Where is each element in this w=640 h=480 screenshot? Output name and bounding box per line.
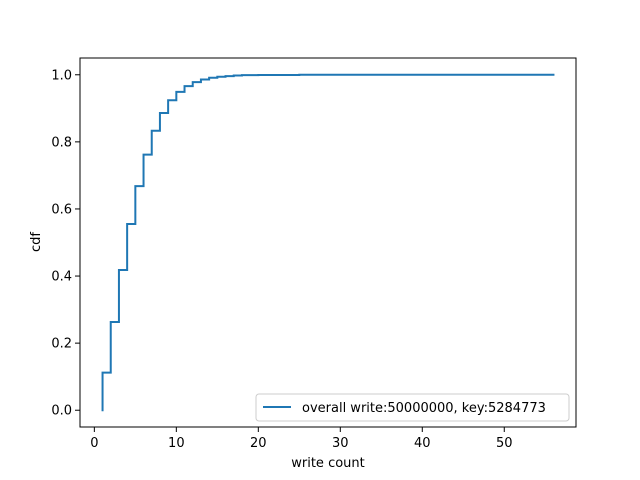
x-tick-label: 50 [496, 436, 513, 451]
x-tick-label: 0 [90, 436, 98, 451]
y-tick-label: 0.2 [51, 337, 72, 352]
y-axis-ticks: 0.0 0.2 0.4 0.6 0.8 1.0 [51, 68, 80, 419]
x-tick-label: 40 [414, 436, 431, 451]
y-tick-label: 0.0 [51, 404, 72, 419]
plot-area [80, 58, 576, 427]
plot-frame [79, 57, 577, 428]
legend: overall write:50000000, key:5284773 [255, 393, 570, 422]
x-axis-label: write count [291, 456, 365, 471]
data-layer [101, 73, 555, 412]
y-tick-label: 1.0 [51, 68, 72, 83]
y-tick-label: 0.6 [51, 202, 72, 217]
y-tick-label: 0.8 [51, 135, 72, 150]
x-tick-label: 10 [168, 436, 185, 451]
legend-frame [255, 393, 570, 422]
x-tick-label: 20 [250, 436, 267, 451]
x-axis-ticks: 0 10 20 30 40 50 [90, 427, 513, 451]
y-axis-label: cdf [29, 232, 44, 252]
legend-entry-label: overall write:50000000, key:5284773 [302, 401, 546, 416]
x-tick-label: 30 [332, 436, 349, 451]
y-tick-label: 0.4 [51, 270, 72, 285]
series-line-0 [101, 73, 555, 412]
